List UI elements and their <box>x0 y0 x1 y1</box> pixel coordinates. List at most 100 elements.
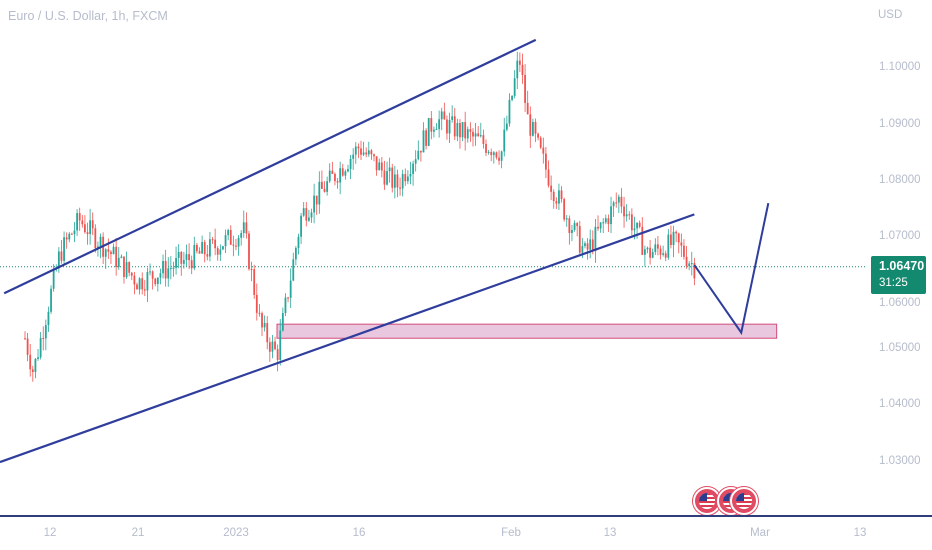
candle-body <box>250 269 253 271</box>
candle-body <box>456 123 459 137</box>
candle-body <box>198 251 201 254</box>
candle-body <box>201 242 204 254</box>
candle-body <box>409 174 412 177</box>
candle-body <box>672 231 675 245</box>
candle-body <box>594 226 597 251</box>
candle-body <box>279 330 282 360</box>
candle-body <box>245 222 248 234</box>
price-tick: 1.08000 <box>879 174 921 186</box>
candle-body <box>401 174 404 189</box>
candle-body <box>57 251 60 269</box>
candle-body <box>552 191 555 202</box>
candle-body <box>602 222 605 224</box>
candle-body <box>386 171 388 185</box>
candle-body <box>89 220 92 235</box>
candle-body <box>446 119 448 134</box>
candle-body <box>219 249 222 255</box>
candle-body <box>26 338 29 355</box>
time-tick: 13 <box>603 527 617 539</box>
candle-body <box>659 248 662 255</box>
candle-body <box>438 119 441 130</box>
time-tick: Mar <box>750 527 770 539</box>
candle-body <box>487 151 490 153</box>
candle-body <box>396 174 399 188</box>
candle-body <box>516 60 519 79</box>
candle-body <box>500 151 503 161</box>
candle-body <box>477 133 480 137</box>
candle-body <box>120 256 123 258</box>
price-chart[interactable] <box>0 0 866 515</box>
candle-body <box>258 312 261 314</box>
candle-body <box>451 116 454 120</box>
candle-body <box>641 226 644 255</box>
candle-body <box>399 187 401 189</box>
candle-body <box>253 269 256 295</box>
candle-body <box>354 146 357 155</box>
candle-body <box>47 311 50 326</box>
candle-body <box>547 169 550 186</box>
candle-body <box>52 269 55 289</box>
candle-body <box>341 168 344 176</box>
candle-body <box>302 208 305 216</box>
candle-body <box>347 168 349 172</box>
candle-body <box>511 95 513 100</box>
candle-body <box>294 248 297 260</box>
candle-body <box>464 122 467 139</box>
candle-body <box>630 214 633 231</box>
candle-body <box>526 102 529 115</box>
us-flag-event-icon[interactable] <box>693 487 721 515</box>
candle-body <box>182 259 185 264</box>
candle-body <box>237 237 240 247</box>
candle-body <box>662 253 665 255</box>
candle-body <box>271 341 274 352</box>
candle-body <box>534 121 537 134</box>
price-tick: 1.03000 <box>879 455 921 467</box>
candle-body <box>383 170 386 185</box>
time-tick: 13 <box>853 527 867 539</box>
candle-body <box>328 170 331 182</box>
candle-body <box>240 233 243 238</box>
candle-body <box>203 242 206 255</box>
candle-body <box>412 163 414 175</box>
candle-body <box>414 159 417 164</box>
candle-body <box>508 99 511 124</box>
candle-body <box>693 263 696 279</box>
candle-body <box>433 129 435 132</box>
candle-body <box>289 280 292 298</box>
candle-body <box>263 322 266 328</box>
candle-body <box>584 243 586 247</box>
candle-body <box>60 251 63 261</box>
candle-body <box>339 168 342 183</box>
time-axis[interactable]: 12 21 2023 16 Feb 13 Mar 13 <box>0 515 932 550</box>
candle-body <box>177 251 180 258</box>
chart-area[interactable]: Euro / U.S. Dollar, 1h, FXCM <box>0 0 866 515</box>
candle-body <box>466 129 469 139</box>
candle-body <box>65 237 68 240</box>
candle-body <box>276 349 279 360</box>
candle-body <box>149 271 151 273</box>
candle-body <box>667 234 670 258</box>
candle-body <box>63 237 65 261</box>
candle-body <box>664 253 667 258</box>
candle-body <box>70 233 73 235</box>
candle-body <box>336 181 339 183</box>
candle-body <box>657 244 659 249</box>
candle-body <box>307 217 310 221</box>
candle-body <box>229 230 232 245</box>
candle-body <box>318 181 321 205</box>
price-scale[interactable]: USD 1.10000 1.09000 1.08000 1.07000 1.06… <box>866 0 932 515</box>
candle-body <box>560 190 563 200</box>
candle-body <box>375 156 378 171</box>
candle-body <box>492 152 495 156</box>
candle-body <box>513 78 516 96</box>
candle-body <box>482 135 485 144</box>
candle-body <box>604 218 607 223</box>
candle-body <box>495 152 498 158</box>
us-flag-event-icon[interactable] <box>730 487 758 515</box>
candle-body <box>97 246 99 249</box>
support-zone <box>276 323 778 339</box>
candle-body <box>211 239 214 241</box>
candle-body <box>281 313 284 331</box>
candle-body <box>268 342 271 352</box>
candle-body <box>589 239 592 250</box>
